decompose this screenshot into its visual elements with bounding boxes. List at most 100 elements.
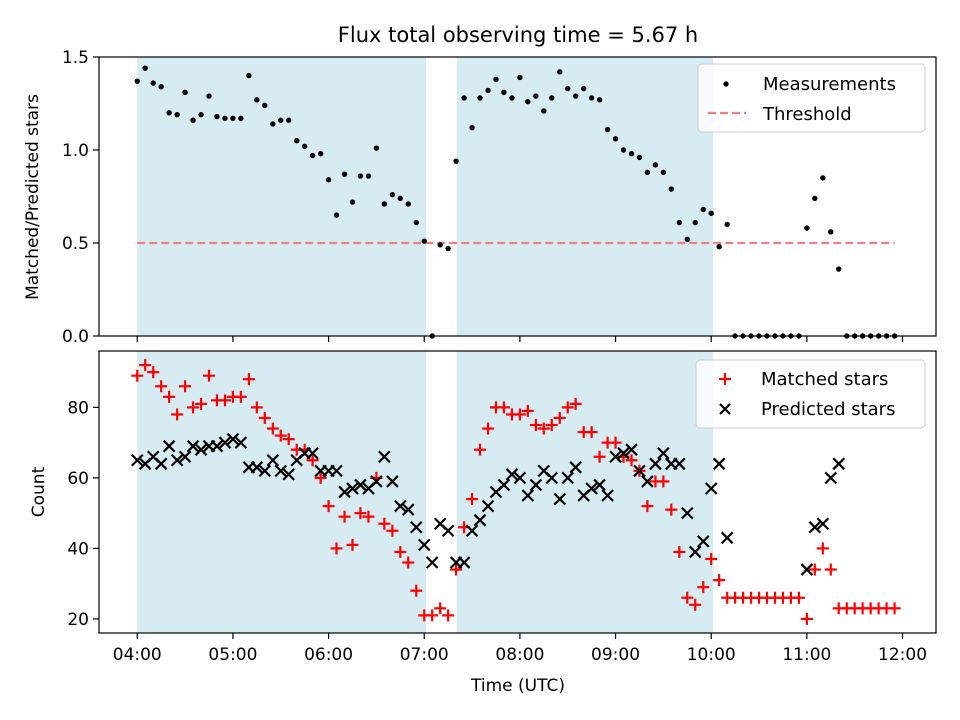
matched-star-point [306,454,319,467]
cross-b [704,482,718,495]
predicted-star-point [649,457,662,471]
measurement-point [716,244,722,250]
x-tick-label: 10:00 [687,645,736,665]
predicted-star-point [170,453,184,467]
matched-star-point [482,422,495,435]
measurement-point [580,85,587,92]
cross-b [457,556,471,569]
measurement-point [309,152,316,159]
cross-b [162,439,176,453]
cross-b [473,513,487,527]
matched-star-point [713,574,726,587]
measurement-point [557,69,563,75]
matched-star-point [888,602,901,615]
cross-b [258,464,272,478]
x-axis-label: Time (UTC) [470,676,565,696]
predicted-star-point [513,471,527,485]
top-y-axis-label: Matched/Predicted stars [23,94,43,300]
matched-star-point [394,545,407,558]
cross-b [688,545,702,559]
cross-b [146,450,160,464]
cross-b [832,457,845,471]
measurement-point [660,169,667,176]
cross-b [529,478,543,492]
cross-b [720,531,734,545]
matched-star-point [816,542,829,555]
bottom-panel: 20 40 60 80 04:00 05:00 06:00 07:00 08:00 09:00 1… [29,350,937,696]
predicted-star-point [401,503,415,516]
predicted-star-point [800,563,814,576]
cross-b [505,468,519,481]
y-tick-label: 1.0 [62,141,89,161]
predicted-star-point [425,556,439,569]
measurement-point [477,95,483,101]
matched-star-point [529,419,542,432]
measurement-point [652,162,659,168]
measurement-point [668,186,675,192]
matched-star-point [808,563,821,576]
measurement-point [437,242,443,248]
cross-b [410,520,423,534]
matched-star-point [569,397,582,410]
cross-b [130,453,144,467]
measurement-point [421,238,427,244]
matched-star-point [537,422,550,435]
predicted-star-point [688,545,702,559]
measurement-point [150,80,156,86]
legend-predicted-marker [719,403,731,415]
measurement-point [676,219,683,226]
x-tick-label: 08:00 [495,645,544,665]
cross-b [194,443,208,456]
matched-star-point [139,359,152,372]
measurement-point [397,195,404,202]
predicted-star-point [306,446,319,460]
legend-measurements-marker [723,81,729,87]
cross-b [481,499,495,513]
cross-b [441,524,455,538]
cross-b [824,471,838,485]
predicted-star-point [641,475,654,488]
measurement-point [692,219,698,226]
matched-star-point [641,500,654,513]
matched-star-point [792,591,805,604]
y-tick-label: 20 [67,610,89,630]
cross-b [537,464,551,478]
predicted-star-point [681,506,694,520]
cross-b [338,485,351,499]
predicted-star-point [712,457,726,471]
cross-b [601,489,614,502]
x-tick-label: 12:00 [878,645,927,665]
cross-b [673,457,686,471]
matched-star-point [218,394,231,407]
measurement-point [612,136,619,142]
bottom-x-ticks: 04:00 05:00 06:00 07:00 08:00 09:00 10:00 11:00… [113,633,927,665]
bottom-y-axis-label: Count [29,466,49,517]
measurement-point [549,95,555,101]
cross-b [170,453,184,467]
measurement-point [541,108,547,114]
predicted-star-point [282,468,295,481]
measurement-point [636,154,643,161]
matched-star-point [434,602,447,615]
matched-star-point [681,591,694,604]
predicted-star-point [338,485,351,499]
predicted-star-point [497,478,511,492]
predicted-star-point [617,446,630,460]
predicted-star-point [521,489,535,502]
cross-b [250,461,264,474]
measurement-point [325,177,332,183]
measurement-point [190,117,196,123]
measurement-point [469,124,475,131]
predicted-star-point [561,471,574,485]
predicted-star-point [816,517,830,531]
matched-star-point [450,563,463,576]
measurement-point [278,117,284,123]
cross-b [154,457,168,471]
top-x-ticks [136,336,904,342]
cross-b [553,492,567,506]
observing-window [456,57,714,336]
predicted-star-point [832,457,845,471]
measurement-point [262,102,268,109]
top-legend-box [697,63,926,133]
cross-b [346,482,359,495]
